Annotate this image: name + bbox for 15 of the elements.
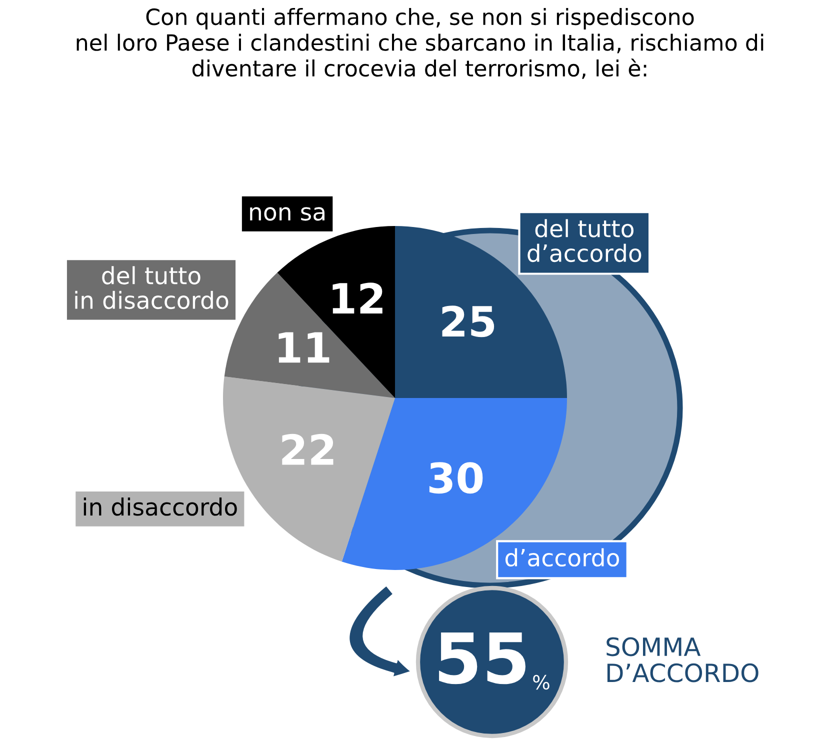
data-label: 30 [429,462,483,494]
pie-slice [277,226,395,398]
chart-title: Con quanti affermano che, se non si rispediscono nel loro Paese i clandestini che sbarcano in Italia, rischiamo di diventare il crocevia del terrorismo, lei è: [76,8,764,79]
data-label: 12 [332,282,382,314]
slice-label: del tutto in disaccordo [75,266,228,310]
slice-label: d’accordo [505,548,619,567]
slice-label: del tutto d’accordo [528,219,642,262]
slice-label: non sa [250,207,324,221]
data-label: 25 [442,306,494,338]
data-label: 22 [282,434,334,465]
slice-label: in disaccordo [84,498,237,516]
text: SOMMA D’ACCORDO [606,637,758,682]
text: 55 [439,632,526,684]
data-label: 11 [278,332,330,363]
text: % [533,674,550,690]
